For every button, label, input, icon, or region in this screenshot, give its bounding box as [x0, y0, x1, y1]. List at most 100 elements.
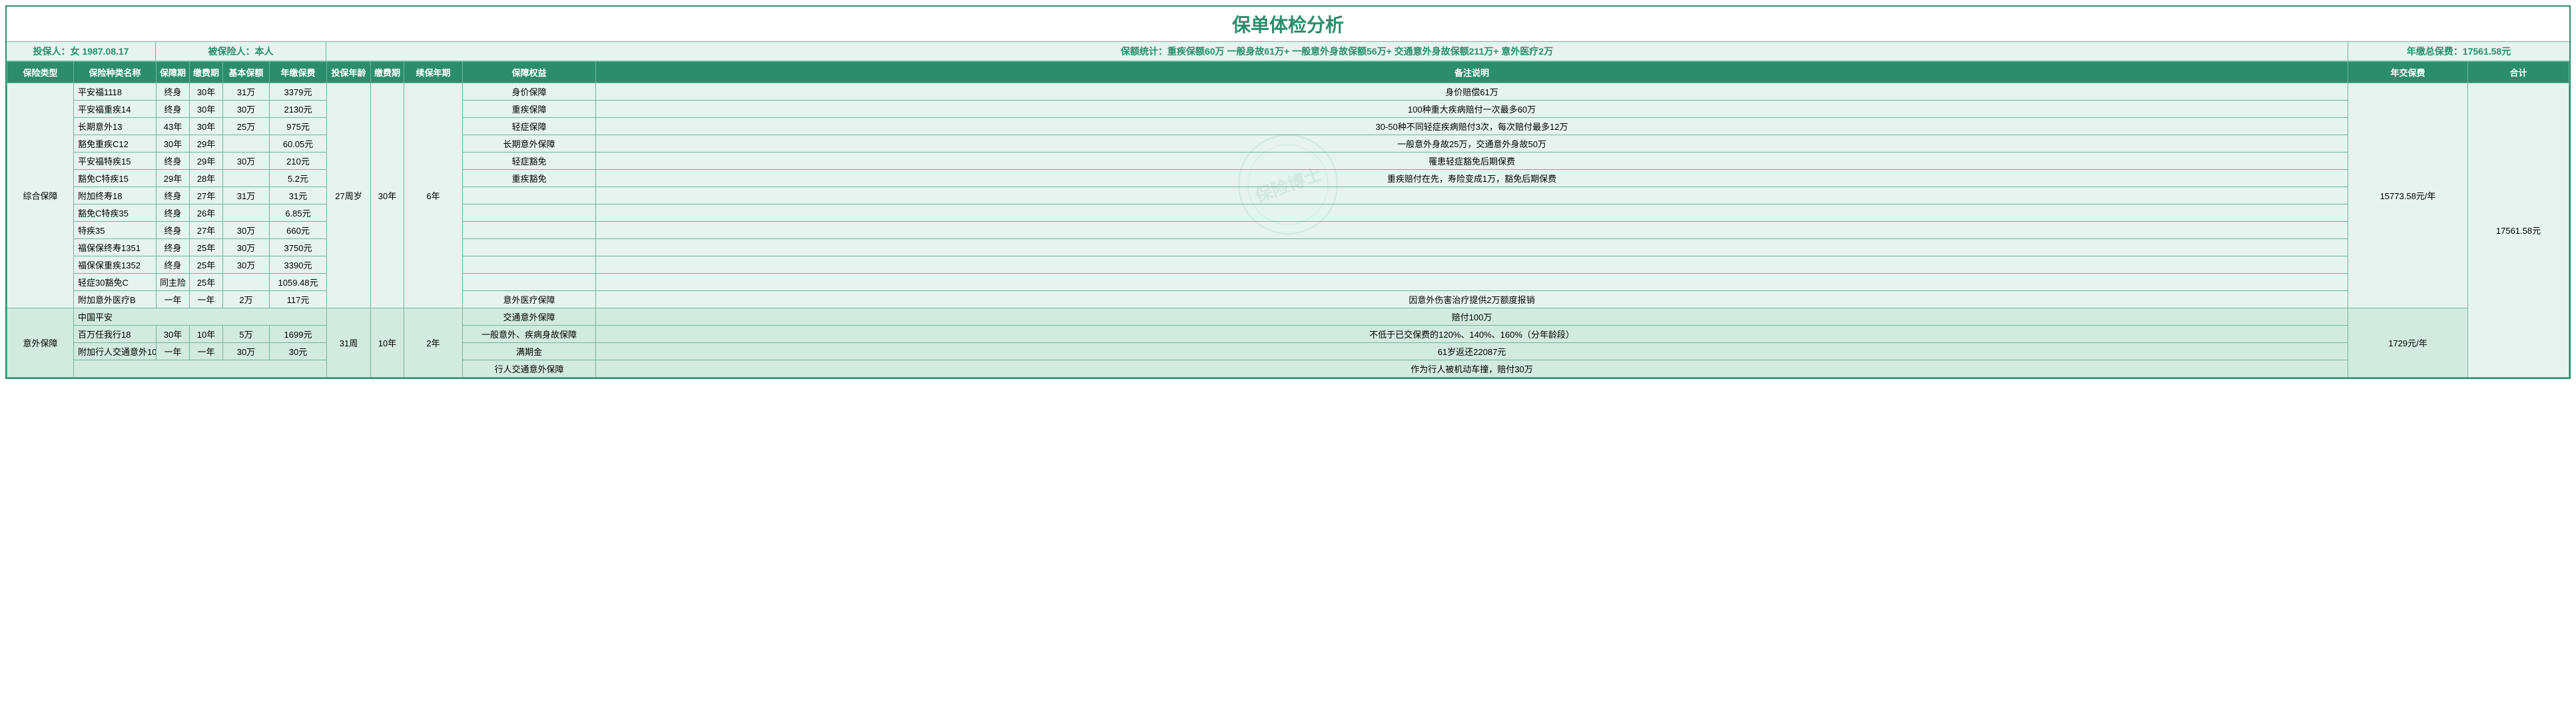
hdr-bz: 备注说明 — [596, 62, 2348, 83]
cell: 26年 — [190, 204, 223, 222]
cell: 100种重大疾病赔付一次最多60万 — [596, 101, 2348, 118]
cell: 重疾豁免 — [463, 170, 596, 187]
cell: 5万 — [223, 326, 270, 343]
cell: 25年 — [190, 256, 223, 274]
hdr-tbnl: 投保年龄 — [327, 62, 371, 83]
cell: 25年 — [190, 239, 223, 256]
hdr-hj: 合计 — [2468, 62, 2569, 83]
cell — [223, 135, 270, 153]
hdr-jfq2: 缴费期 — [371, 62, 404, 83]
cell: 同主险 — [157, 274, 190, 291]
annual-total: 年缴总保费：17561.58元 — [2348, 42, 2569, 61]
cell: 罹患轻症豁免后期保费 — [596, 153, 2348, 170]
cell: 31元 — [270, 187, 327, 204]
cell: 豁免C特疾35 — [74, 204, 157, 222]
cell: 30元 — [270, 343, 327, 360]
cell: 30年 — [190, 83, 223, 101]
cell — [596, 274, 2348, 291]
cell: 一年 — [157, 343, 190, 360]
cell: 3379元 — [270, 83, 327, 101]
cell: 1059.48元 — [270, 274, 327, 291]
cell: 一年 — [190, 291, 223, 308]
cell: 30万 — [223, 239, 270, 256]
cell: 终身 — [157, 204, 190, 222]
cell: 轻症保障 — [463, 118, 596, 135]
cell: 百万任我行18 — [74, 326, 157, 343]
cell: 1729元/年 — [2348, 308, 2468, 378]
cell: 行人交通意外保障 — [463, 360, 596, 378]
cell: 作为行人被机动车撞，赔付30万 — [596, 360, 2348, 378]
hdr-jfq: 缴费期 — [190, 62, 223, 83]
cell: 30万 — [223, 222, 270, 239]
cell: 2万 — [223, 291, 270, 308]
cell: 117元 — [270, 291, 327, 308]
cell — [223, 170, 270, 187]
cell: 附加终寿18 — [74, 187, 157, 204]
cell: 3390元 — [270, 256, 327, 274]
cell — [74, 360, 327, 378]
cell: 交通意外保障 — [463, 308, 596, 326]
cell — [596, 187, 2348, 204]
cell: 平安福特疾15 — [74, 153, 157, 170]
cell: 43年 — [157, 118, 190, 135]
cell: 福保保重疾1352 — [74, 256, 157, 274]
table-row: 综合保障平安福1118终身30年31万3379元27周岁30年6年身价保障身价赔… — [7, 83, 2569, 101]
cell: 身价保障 — [463, 83, 596, 101]
cell: 3750元 — [270, 239, 327, 256]
cell: 660元 — [270, 222, 327, 239]
cell: 2年 — [404, 308, 463, 378]
hdr-njbf: 年缴保费 — [270, 62, 327, 83]
cell: 29年 — [190, 153, 223, 170]
meta-row: 投保人：女 1987.08.17 被保险人：本人 保额统计：重疾保额60万 一般… — [7, 42, 2569, 61]
cell: 25万 — [223, 118, 270, 135]
cell: 长期意外13 — [74, 118, 157, 135]
cell: 27年 — [190, 222, 223, 239]
cell: 终身 — [157, 239, 190, 256]
cell: 轻症30豁免C — [74, 274, 157, 291]
cell: 特疾35 — [74, 222, 157, 239]
cell — [596, 256, 2348, 274]
cell: 轻症豁免 — [463, 153, 596, 170]
cell — [223, 204, 270, 222]
cell — [463, 222, 596, 239]
hdr-type: 保险类型 — [7, 62, 74, 83]
cell: 一般意外、疾病身故保障 — [463, 326, 596, 343]
cell — [596, 222, 2348, 239]
insured: 被保险人：本人 — [156, 42, 326, 61]
cell: 30万 — [223, 101, 270, 118]
cell: 重疾保障 — [463, 101, 596, 118]
cell: 10年 — [190, 326, 223, 343]
cell: 15773.58元/年 — [2348, 83, 2468, 308]
policy-table: 保险类型 保险种类名称 保障期 缴费期 基本保额 年缴保费 投保年龄 缴费期 续… — [7, 61, 2569, 378]
cell: 31周 — [327, 308, 371, 378]
cell — [463, 274, 596, 291]
cell: 31万 — [223, 83, 270, 101]
hdr-jbbe: 基本保额 — [223, 62, 270, 83]
cell: 6年 — [404, 83, 463, 308]
cell: 豁免重疾C12 — [74, 135, 157, 153]
cell: 6.85元 — [270, 204, 327, 222]
cell: 5.2元 — [270, 170, 327, 187]
cell: 意外医疗保障 — [463, 291, 596, 308]
cell: 30-50种不同轻症疾病赔付3次，每次赔付最多12万 — [596, 118, 2348, 135]
cell: 29年 — [190, 135, 223, 153]
cell: 终身 — [157, 83, 190, 101]
cell: 30万 — [223, 153, 270, 170]
cell: 终身 — [157, 222, 190, 239]
cell: 27年 — [190, 187, 223, 204]
grand-total: 17561.58元 — [2468, 83, 2569, 378]
cell: 30年 — [157, 326, 190, 343]
cell: 210元 — [270, 153, 327, 170]
cell: 10年 — [371, 308, 404, 378]
cell — [463, 256, 596, 274]
cell: 豁免C特疾15 — [74, 170, 157, 187]
cell: 满期金 — [463, 343, 596, 360]
policy-analysis-sheet: 保险博士 保单体检分析 投保人：女 1987.08.17 被保险人：本人 保额统… — [5, 5, 2571, 379]
hdr-njbfv: 年交保费 — [2348, 62, 2468, 83]
cell: 终身 — [157, 101, 190, 118]
cell: 28年 — [190, 170, 223, 187]
cell — [596, 204, 2348, 222]
cell: 平安福1118 — [74, 83, 157, 101]
group-type-label: 意外保障 — [7, 308, 74, 378]
cell: 身价赔偿61万 — [596, 83, 2348, 101]
